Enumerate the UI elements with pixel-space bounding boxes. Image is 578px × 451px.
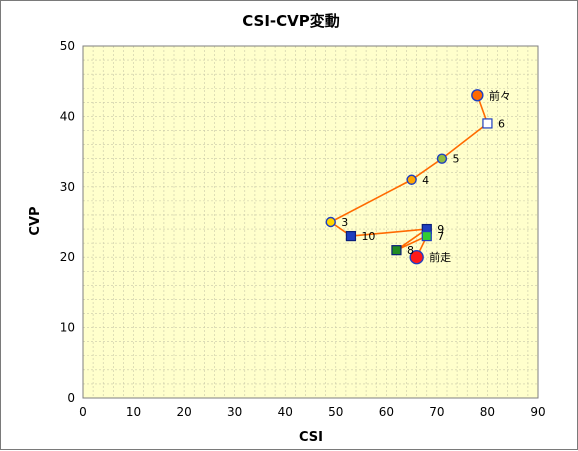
data-point-label: 7 (437, 230, 444, 243)
data-point (325, 216, 336, 228)
y-tick-label: 30 (60, 180, 75, 194)
plot-border (82, 45, 539, 399)
data-point-label: 6 (498, 117, 505, 130)
point-labels: 前々 6 5 4 3 10 9 8 7 前走 (341, 88, 511, 264)
data-point-label: 3 (341, 216, 348, 229)
data-point (406, 174, 417, 185)
x-axis-label: CSI (299, 430, 323, 445)
x-axis-ticks: 0 10 20 30 40 50 60 70 80 90 (79, 405, 545, 419)
x-tick-label: 10 (126, 405, 141, 419)
data-point (391, 245, 402, 256)
x-tick-label: 50 (328, 405, 343, 419)
x-tick-label: 90 (530, 405, 545, 419)
x-tick-label: 80 (480, 405, 495, 419)
y-tick-label: 20 (60, 250, 75, 264)
data-point-label: 4 (422, 174, 429, 187)
grid-lines (82, 45, 539, 399)
series-markers (325, 89, 493, 265)
x-tick-label: 30 (227, 405, 242, 419)
series-path (329, 95, 489, 258)
series-line (329, 95, 489, 258)
x-tick-label: 70 (429, 405, 444, 419)
y-tick-label: 10 (60, 321, 75, 335)
data-point (436, 153, 448, 164)
data-point (409, 250, 424, 265)
x-tick-label: 40 (278, 405, 293, 419)
data-point-label: 前走 (429, 250, 451, 264)
data-point (345, 230, 357, 242)
y-tick-label: 50 (60, 39, 75, 53)
chart-title: CSI-CVP変動 (242, 12, 340, 30)
x-tick-label: 0 (79, 405, 87, 419)
y-axis-label: CVP (28, 206, 43, 235)
data-point-label: 5 (452, 153, 459, 166)
data-point-label: 10 (361, 230, 375, 243)
data-point (471, 89, 484, 102)
y-tick-label: 0 (67, 391, 75, 405)
y-tick-label: 40 (60, 109, 75, 123)
data-point (421, 230, 432, 242)
y-axis-ticks: 0 10 20 30 40 50 (60, 39, 75, 405)
data-point-label: 8 (407, 244, 414, 257)
x-tick-label: 60 (379, 405, 394, 419)
data-point-label: 9 (437, 223, 444, 236)
data-point-label: 前々 (489, 88, 511, 102)
data-point (482, 118, 493, 129)
plot-area (83, 46, 538, 398)
x-tick-label: 20 (176, 405, 191, 419)
